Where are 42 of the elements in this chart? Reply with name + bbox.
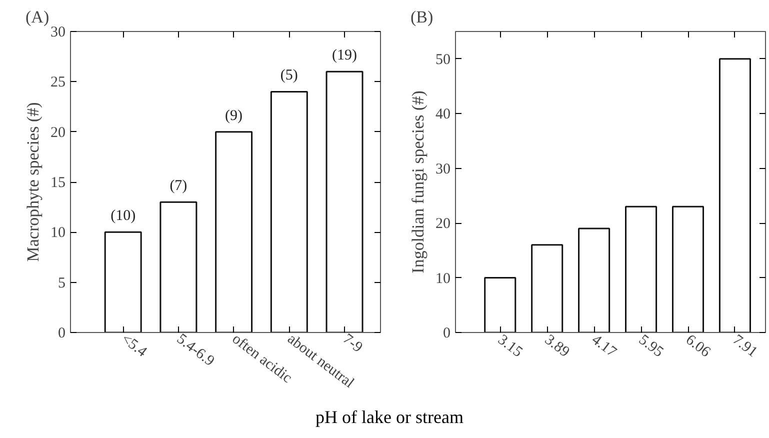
x-tick-label: 3.15 (494, 332, 526, 361)
bar (484, 277, 516, 332)
y-tick-label: 15 (50, 175, 66, 191)
y-tick-label: 40 (436, 106, 450, 123)
annotation: (5) (280, 68, 298, 84)
bar (531, 244, 564, 332)
y-axis-title: Ingoldian fungi species (#) (408, 90, 428, 274)
y-tick-label: 20 (50, 124, 66, 141)
bar (326, 70, 364, 332)
y-tick-label: 5 (58, 275, 66, 292)
bar (718, 58, 751, 332)
y-tick-label: 0 (443, 326, 450, 342)
annotation: (9) (225, 108, 243, 124)
x-tick-label: 7.91 (730, 332, 760, 361)
x-tick-label: 5.95 (636, 332, 666, 361)
y-tick-label: 10 (436, 270, 450, 287)
x-tick-label: <5.4 (118, 331, 150, 361)
bar (215, 131, 253, 332)
y-tick-label: 0 (58, 326, 66, 342)
y-tick-label: 20 (436, 216, 450, 232)
y-tick-label: 10 (50, 225, 66, 242)
x-tick-label: 6.06 (682, 332, 714, 361)
y-tick-label: 30 (436, 161, 450, 178)
y-tick-label: 25 (50, 74, 66, 91)
bar (104, 231, 142, 332)
y-tick-label: 50 (436, 52, 450, 68)
bar (625, 206, 658, 332)
annotation: (10) (110, 208, 136, 224)
bar (270, 90, 308, 332)
annotation: (7) (170, 178, 188, 194)
chart-title: (A) (26, 8, 50, 26)
x-tick-label: 3.89 (542, 332, 572, 361)
bar (672, 206, 704, 332)
x-tick-label: 4.17 (588, 332, 620, 361)
bar (160, 201, 198, 332)
x-axis-title: pH of lake or stream (316, 406, 464, 429)
y-tick-label: 30 (50, 24, 66, 40)
x-tick-label: 7-9 (340, 331, 366, 356)
annotation: (19) (332, 48, 358, 64)
y-axis-title: Macrophyte species (#) (24, 102, 42, 262)
chart-title: (B) (410, 8, 434, 26)
bar (578, 228, 610, 332)
